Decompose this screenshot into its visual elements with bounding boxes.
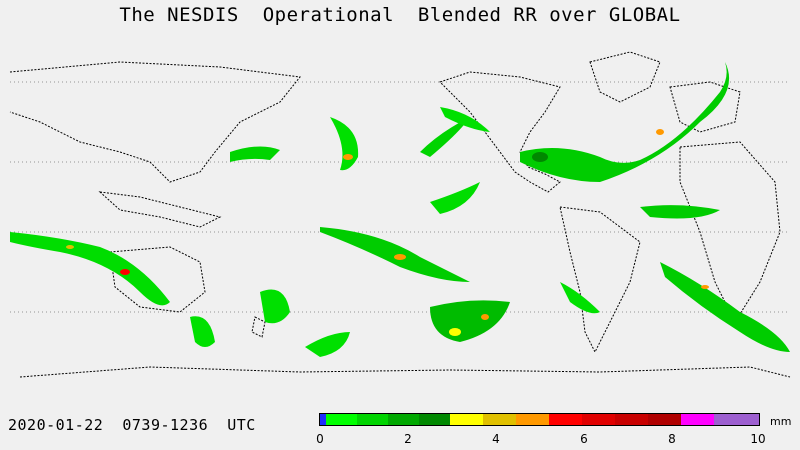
color-scale-segment	[325, 414, 357, 425]
color-scale-segment	[482, 414, 516, 425]
color-scale-tick: 6	[580, 432, 588, 446]
color-scale-tick: 0	[316, 432, 324, 446]
color-scale-segment	[548, 414, 582, 425]
color-scale-segment	[356, 414, 388, 425]
color-scale-segment	[713, 414, 760, 425]
time-range-label: 2020-01-22 0739-1236 UTC	[8, 416, 256, 434]
coastlines	[9, 51, 791, 378]
color-scale-segment	[614, 414, 648, 425]
rain-rate-patches	[10, 62, 790, 357]
color-scale-tick: 8	[668, 432, 676, 446]
color-scale-segment	[515, 414, 549, 425]
color-scale-bar	[319, 413, 760, 426]
color-scale-segment	[581, 414, 615, 425]
color-scale-tick: 2	[404, 432, 412, 446]
color-scale-segment	[387, 414, 419, 425]
color-scale-unit: mm	[770, 415, 792, 428]
color-scale-segment	[647, 414, 681, 425]
color-scale-tick: 10	[750, 432, 766, 446]
color-scale-segment	[418, 414, 450, 425]
color-scale-segment	[680, 414, 714, 425]
map-title: The NESDIS Operational Blended RR over G…	[119, 4, 681, 26]
color-scale-segment	[320, 414, 326, 425]
color-scale-segment	[449, 414, 483, 425]
global-rain-rate-map	[9, 51, 791, 378]
color-scale-tick: 4	[492, 432, 500, 446]
